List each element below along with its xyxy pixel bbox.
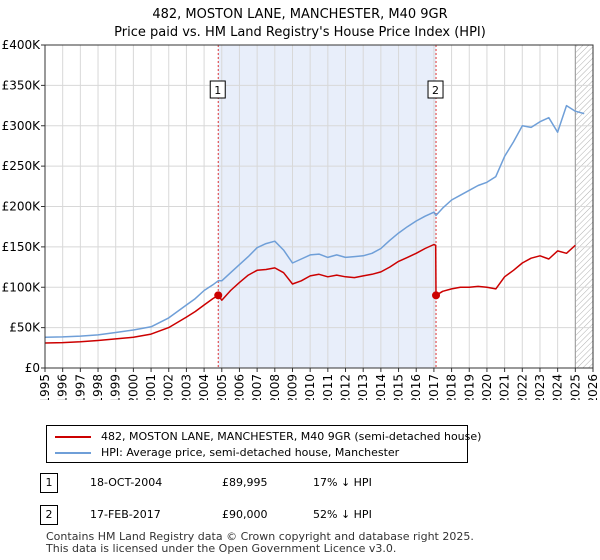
legend-swatch-property (55, 436, 91, 438)
x-tick-label: 2014 (374, 374, 388, 400)
x-tick-label: 2004 (197, 374, 211, 400)
transaction-price: £90,000 (222, 508, 268, 521)
chart-subtitle: Price paid vs. HM Land Registry's House … (114, 25, 486, 40)
footer-licence: This data is licensed under the Open Gov… (46, 542, 397, 555)
chart-title-block: 482, MOSTON LANE, MANCHESTER, M40 9GR Pr… (0, 6, 600, 42)
x-tick-label: 2005 (215, 374, 229, 400)
chart-title: 482, MOSTON LANE, MANCHESTER, M40 9GR (152, 7, 448, 22)
transaction-hpi-diff: 52% ↓ HPI (313, 508, 372, 521)
x-tick-label: 2003 (179, 374, 193, 400)
sale-annotation-label: 1 (214, 84, 221, 97)
sale-point-marker (432, 291, 441, 300)
y-tick-label: £300K (2, 119, 42, 133)
sale-annotation-box (209, 80, 226, 99)
x-tick-label: 2025 (568, 374, 582, 400)
x-tick-label: 2021 (498, 374, 512, 400)
x-tick-label: 2016 (409, 374, 423, 400)
x-tick-label: 1999 (109, 374, 123, 400)
y-tick-label: £150K (2, 240, 42, 254)
sale-point-marker (214, 291, 223, 300)
x-tick-label: 1997 (73, 374, 87, 400)
x-tick-label: 2015 (392, 374, 406, 400)
x-tick-label: 2023 (533, 374, 547, 400)
y-tick-label: £100K (2, 280, 42, 294)
x-tick-label: 2026 (586, 374, 600, 400)
footer: Contains HM Land Registry data © Crown c… (46, 531, 474, 555)
x-tick-label: 2022 (515, 374, 529, 400)
transaction-date: 18-OCT-2004 (90, 476, 163, 489)
y-tick-label: £0 (25, 361, 40, 375)
x-tick-label: 1998 (91, 374, 105, 400)
x-tick-label: 2006 (232, 374, 246, 400)
transaction-row: 2 17-FEB-2017 £90,000 52% ↓ HPI (0, 505, 600, 525)
x-tick-label: 2010 (303, 374, 317, 400)
legend-label-hpi: HPI: Average price, semi-detached house,… (101, 446, 400, 459)
legend-label-property: 482, MOSTON LANE, MANCHESTER, M40 9GR (s… (101, 430, 482, 443)
legend-swatch-hpi (55, 452, 91, 454)
x-tick-label: 2019 (462, 374, 476, 400)
transaction-date: 17-FEB-2017 (90, 508, 161, 521)
x-tick-label: 2008 (268, 374, 282, 400)
x-tick-label: 2017 (427, 374, 441, 400)
y-tick-label: £250K (2, 159, 42, 173)
x-tick-label: 2011 (321, 374, 335, 400)
y-tick-label: £200K (2, 200, 42, 214)
legend: 482, MOSTON LANE, MANCHESTER, M40 9GR (s… (46, 425, 481, 463)
transaction-hpi-diff: 17% ↓ HPI (313, 476, 372, 489)
x-tick-label: 2013 (356, 374, 370, 400)
hpi-line (44, 104, 585, 339)
footer-copyright: Contains HM Land Registry data © Crown c… (46, 530, 474, 543)
x-tick-label: 2012 (339, 374, 353, 400)
transaction-number-badge: 2 (40, 505, 58, 525)
transaction-number-badge: 1 (40, 473, 58, 493)
x-tick-label: 2018 (445, 374, 459, 400)
x-tick-label: 2020 (480, 374, 494, 400)
x-tick-label: 1996 (56, 374, 70, 400)
price-chart: 1 2 £0 £50K £100K £150K £200K £250K £300K £350K £4… (2, 38, 600, 400)
x-tick-label: 2001 (144, 374, 158, 400)
transaction-row: 1 18-OCT-2004 £89,995 17% ↓ HPI (0, 473, 600, 493)
sale-annotation-label: 2 (432, 84, 439, 97)
x-tick-label: 2009 (285, 374, 299, 400)
x-tick-label: 2002 (162, 374, 176, 400)
y-tick-label: £50K (9, 321, 41, 335)
x-tick-label: 2007 (250, 374, 264, 400)
property-price-line (44, 243, 576, 344)
x-tick-label: 2024 (551, 374, 565, 400)
transaction-price: £89,995 (222, 476, 268, 489)
x-tick-label: 2000 (126, 374, 140, 400)
y-tick-label: £400K (2, 38, 42, 52)
x-tick-label: 1995 (38, 374, 52, 400)
sale-annotation-box (427, 80, 444, 99)
y-tick-label: £350K (2, 78, 42, 92)
